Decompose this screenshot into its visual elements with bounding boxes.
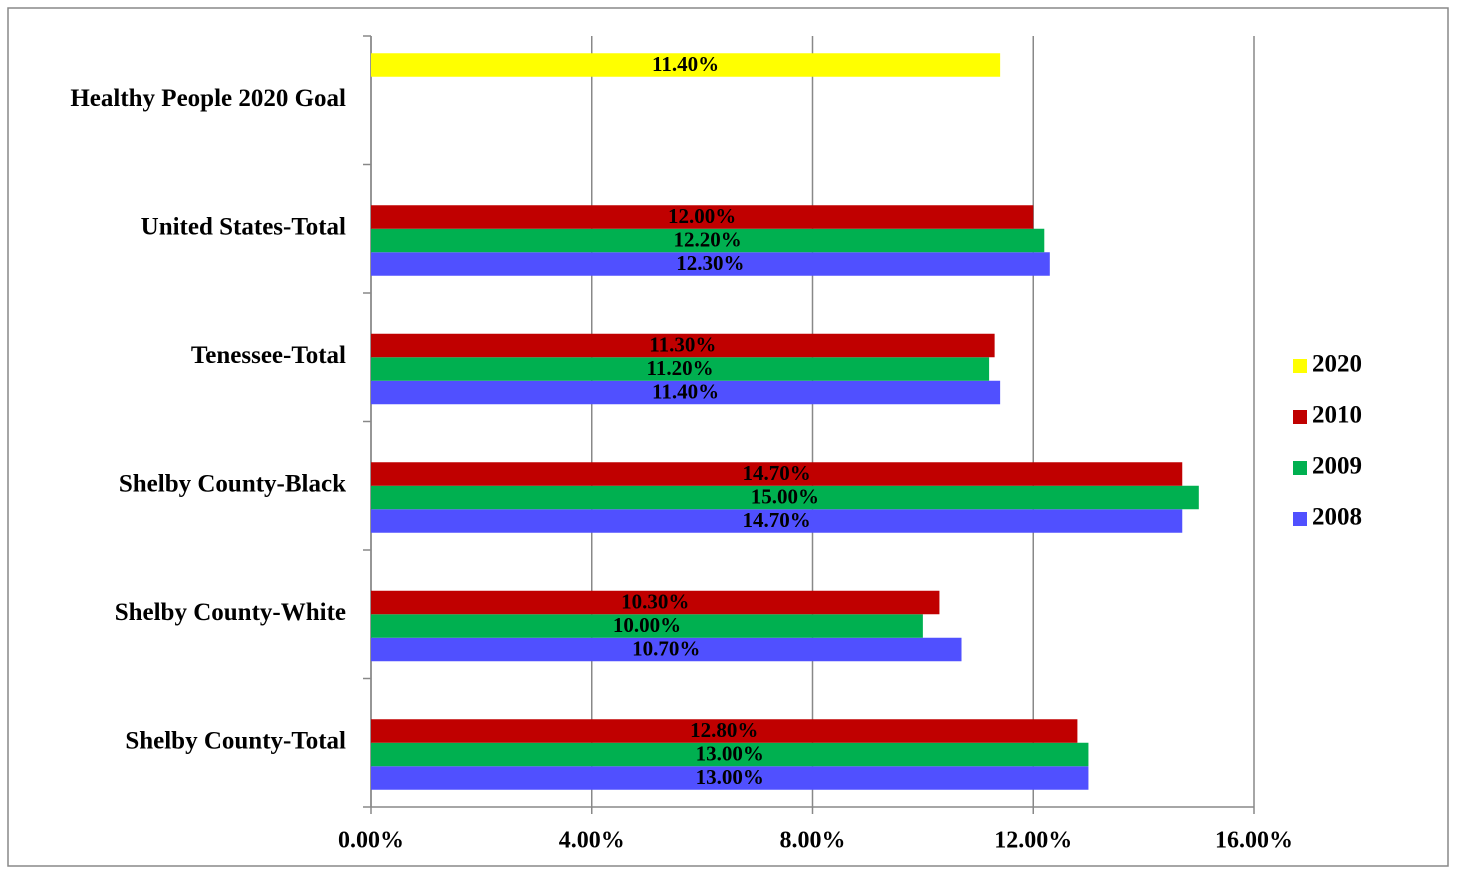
- data-label: 12.80%: [690, 718, 758, 742]
- data-label: 10.00%: [613, 613, 681, 637]
- bar: [371, 357, 990, 381]
- bar: [371, 205, 1034, 229]
- y-tick-label: Shelby County-White: [115, 599, 346, 626]
- bar: [371, 485, 1199, 510]
- bar: [371, 252, 1050, 276]
- y-tick-label: Shelby County-Total: [125, 727, 346, 754]
- legend-label: 2008: [1312, 504, 1362, 531]
- bar: [371, 766, 1089, 790]
- bar: [371, 719, 1078, 743]
- legend-swatch: [1293, 359, 1307, 373]
- bar: [371, 637, 962, 662]
- data-label: 10.70%: [632, 636, 700, 660]
- data-label: 11.40%: [652, 379, 719, 403]
- data-label: 11.30%: [649, 332, 716, 356]
- y-tick-label: Shelby County-Black: [119, 470, 346, 497]
- x-tick-label: 4.00%: [559, 828, 625, 854]
- data-label: 14.70%: [743, 461, 811, 485]
- data-label: 12.20%: [674, 227, 742, 251]
- bar: [371, 742, 1089, 767]
- data-label: 11.40%: [652, 52, 719, 76]
- data-label: 11.20%: [647, 356, 714, 380]
- data-label: 13.00%: [696, 765, 764, 789]
- data-label: 15.00%: [751, 484, 819, 508]
- y-tick-label: Tenessee-Total: [191, 342, 346, 369]
- data-label: 14.70%: [743, 508, 811, 532]
- bar: [371, 509, 1183, 533]
- x-tick-label: 12.00%: [994, 828, 1072, 854]
- bar: [371, 462, 1183, 486]
- data-label: 12.30%: [676, 251, 744, 275]
- legend-swatch: [1293, 512, 1307, 526]
- data-label: 13.00%: [696, 741, 764, 765]
- bar: [371, 53, 1001, 77]
- legend-label: 2020: [1312, 351, 1362, 378]
- legend-label: 2009: [1312, 453, 1362, 480]
- bar: [371, 333, 995, 358]
- y-tick-label: Healthy People 2020 Goal: [70, 85, 346, 112]
- bar: [371, 590, 940, 615]
- data-label: 12.00%: [668, 204, 736, 228]
- x-tick-label: 16.00%: [1215, 828, 1293, 854]
- bar: [371, 228, 1045, 253]
- x-tick-label: 0.00%: [338, 828, 404, 854]
- x-tick-label: 8.00%: [780, 828, 846, 854]
- legend-label: 2010: [1312, 402, 1362, 429]
- data-label: 10.30%: [621, 589, 689, 613]
- bar: [371, 380, 1001, 405]
- y-tick-label: United States-Total: [141, 213, 346, 240]
- bar: [371, 614, 923, 638]
- legend-swatch: [1293, 410, 1307, 424]
- legend-swatch: [1293, 461, 1307, 475]
